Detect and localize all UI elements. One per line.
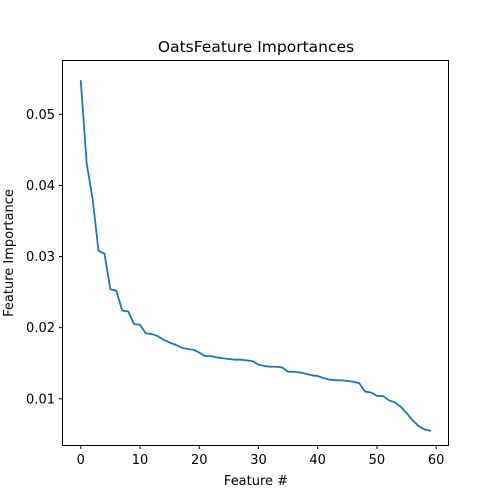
x-axis-ticks: 0 10 20 30 40 50 60 (77, 445, 445, 468)
plot-frame (62, 60, 449, 446)
x-tick-label: 20 (191, 453, 208, 468)
x-tick-label: 0 (77, 453, 85, 468)
y-tick-label: 0.05 (26, 108, 55, 123)
x-tick-label: 50 (369, 453, 386, 468)
plot-area: 0 10 20 30 40 50 60 0.01 0.02 0.03 0.04 0.05 (26, 60, 449, 468)
y-tick-label: 0.01 (26, 392, 55, 407)
y-axis-label: Feature Importance (2, 189, 17, 317)
y-tick-label: 0.04 (26, 179, 55, 194)
chart-title: OatsFeature Importances (158, 38, 354, 56)
y-tick-label: 0.03 (26, 250, 55, 265)
y-axis-ticks: 0.01 0.02 0.03 0.04 0.05 (26, 108, 63, 407)
x-tick-label: 10 (132, 453, 149, 468)
data-series-group (79, 80, 432, 432)
y-tick-label: 0.02 (26, 321, 55, 336)
x-tick-label: 60 (428, 453, 445, 468)
importance-series-line (79, 80, 432, 432)
x-axis-label: Feature # (224, 474, 288, 489)
x-tick-label: 30 (250, 453, 267, 468)
x-tick-label: 40 (309, 453, 326, 468)
